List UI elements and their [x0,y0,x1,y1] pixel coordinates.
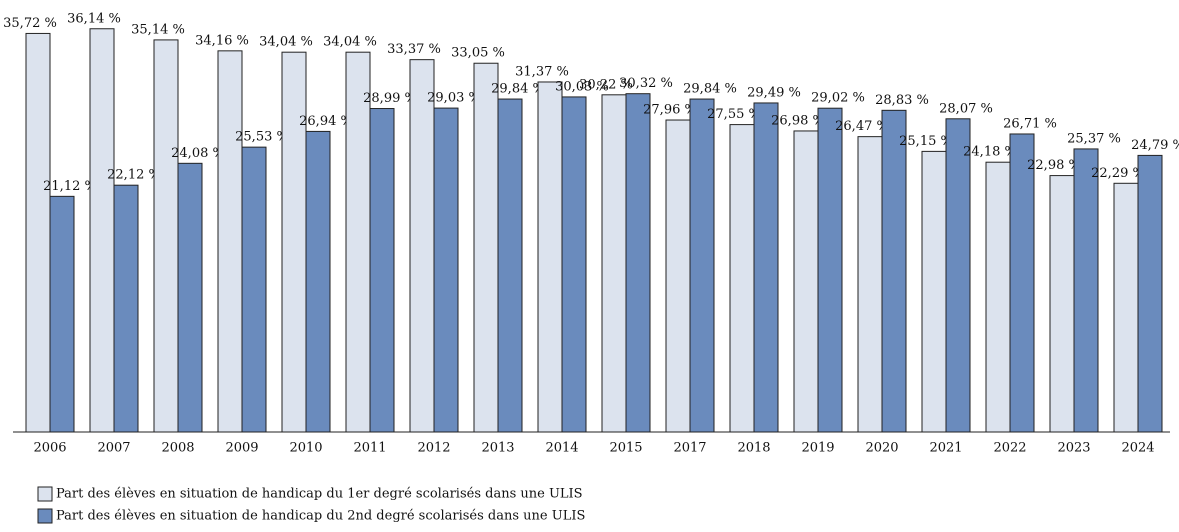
data-label: 28,99 % [363,91,417,106]
x-tick-label: 2008 [161,441,194,456]
data-label: 29,84 % [683,82,737,97]
x-tick-label: 2011 [353,441,386,456]
data-label: 26,47 % [835,119,889,134]
bar [473,62,499,433]
data-label: 35,72 % [3,16,57,31]
x-tick-label: 2020 [865,441,898,456]
data-label: 25,15 % [899,134,953,149]
bar [113,184,139,433]
bar [1009,133,1035,433]
legend-label: Part des élèves en situation de handicap… [56,509,585,524]
data-label: 21,12 % [43,179,97,194]
data-label: 26,98 % [771,113,825,128]
x-tick-label: 2023 [1057,441,1090,456]
x-tick-label: 2022 [993,441,1026,456]
data-label: 35,14 % [131,22,185,37]
legend-swatch [37,508,53,524]
x-tick-label: 2024 [1121,441,1154,456]
data-label: 24,08 % [171,146,225,161]
bar [345,51,371,433]
bar [817,107,843,433]
bar [241,146,267,433]
bar [49,195,75,433]
bar [153,39,179,433]
data-label: 25,53 % [235,130,289,145]
data-label: 36,14 % [67,11,121,26]
bar [921,150,947,433]
bar [753,102,779,433]
bar [601,94,627,433]
x-tick-label: 2009 [225,441,258,456]
data-label: 22,29 % [1091,166,1145,181]
data-label: 30,32 % [619,76,673,91]
bar [985,161,1011,433]
bar [281,51,307,433]
x-tick-label: 2019 [801,441,834,456]
x-tick-label: 2010 [289,441,322,456]
legend-swatch [37,486,53,502]
bar [1049,175,1075,433]
data-label: 28,83 % [875,93,929,108]
bar [1113,182,1139,433]
data-label: 22,12 % [107,168,161,183]
data-label: 25,37 % [1067,131,1121,146]
data-label: 27,96 % [643,103,697,118]
x-tick-label: 2013 [481,441,514,456]
data-label: 29,49 % [747,85,801,100]
bar [793,130,819,433]
bar [177,162,203,433]
x-tick-label: 2007 [97,441,130,456]
data-label: 29,02 % [811,91,865,106]
data-label: 26,94 % [299,114,353,129]
data-label: 28,07 % [939,101,993,116]
data-label: 33,05 % [451,46,505,61]
data-label: 30,22 % [579,77,633,92]
data-label: 33,37 % [387,42,441,57]
data-label: 34,04 % [323,35,377,50]
bar [497,98,523,433]
bar [881,109,907,433]
x-tick-label: 2014 [545,441,578,456]
bar [1137,154,1163,433]
bar [217,50,243,433]
data-label: 27,55 % [707,107,761,122]
bar [25,32,51,433]
bar [945,118,971,433]
x-tick-label: 2018 [737,441,770,456]
data-label: 34,04 % [259,35,313,50]
x-tick-label: 2015 [609,441,642,456]
bar [689,98,715,433]
data-label: 29,03 % [427,91,481,106]
bar [857,136,883,433]
bar [665,119,691,433]
x-tick-label: 2017 [673,441,706,456]
data-label: 24,18 % [963,145,1017,160]
bar [433,107,459,433]
data-label: 24,79 % [1131,138,1179,153]
bar [537,81,563,433]
bar [305,130,331,433]
data-label: 29,84 % [491,82,545,97]
bar [1073,148,1099,433]
legend-label: Part des élèves en situation de handicap… [56,487,583,502]
bar [409,59,435,433]
x-tick-label: 2006 [33,441,66,456]
bar [561,96,587,433]
data-label: 30,03 % [555,79,609,94]
x-tick-label: 2012 [417,441,450,456]
data-label: 26,71 % [1003,116,1057,131]
data-label: 31,37 % [515,64,569,79]
x-tick-label: 2021 [929,441,962,456]
bar [89,28,115,433]
bar [369,108,395,433]
bar [625,93,651,433]
bar [729,124,755,433]
data-label: 34,16 % [195,33,249,48]
data-label: 22,98 % [1027,158,1081,173]
